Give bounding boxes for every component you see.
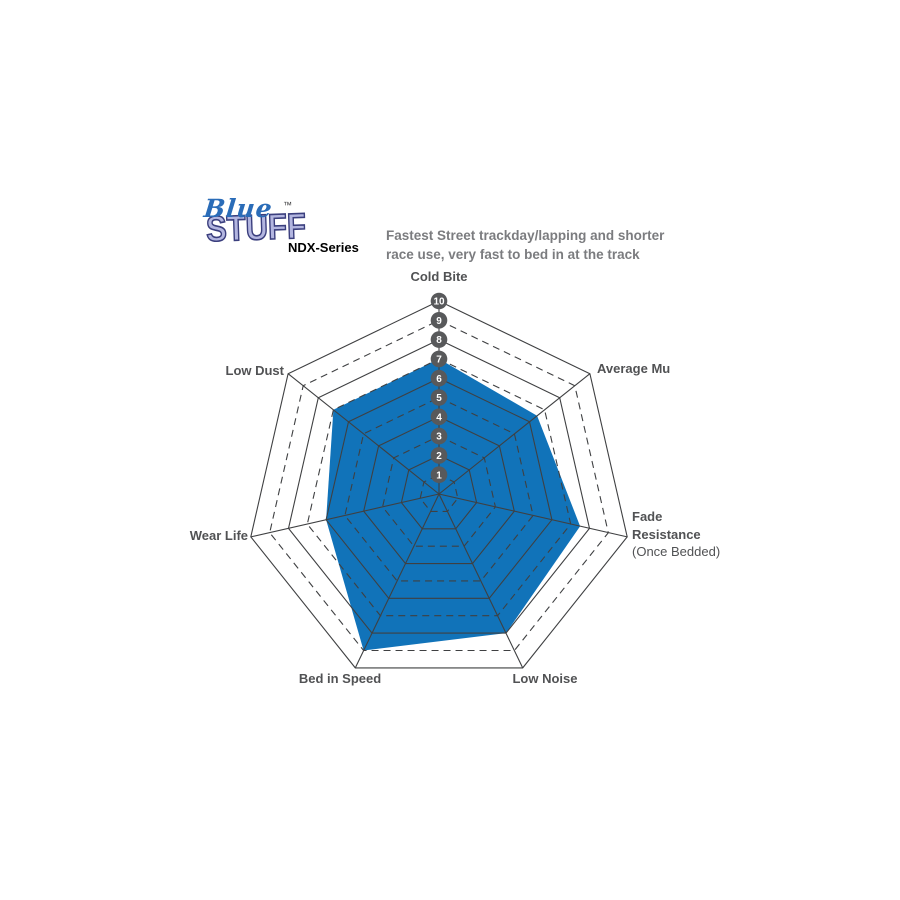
scale-badge-4	[430, 408, 448, 426]
axis-label-average-mu: Average Mu	[597, 361, 671, 376]
trademark-icon: ™	[283, 200, 292, 210]
grid-ring-6	[325, 377, 553, 599]
axis-label-low-noise: Low Noise	[512, 671, 578, 686]
axis-sublabel-once-bedded: (Once Bedded)	[632, 544, 721, 559]
description-line-1: Fastest Street trackday/lapping and shor…	[386, 228, 665, 243]
scale-badge-label-5: 5	[436, 393, 442, 404]
scale-badge-label-2: 2	[436, 451, 442, 462]
scale-badge-7	[430, 350, 448, 368]
scale-badge-6	[430, 369, 448, 387]
scale-badge-5	[430, 389, 448, 406]
grid-ring-3	[382, 435, 496, 547]
axis-label-cold-bite: Cold Bite	[410, 269, 468, 284]
scale-badge-label-3: 3	[436, 432, 442, 443]
axis-label-bed-in-speed: Bed in Speed	[298, 671, 382, 686]
axis-label-wear-life: Wear Life	[189, 528, 248, 543]
grid-ring-4	[363, 416, 515, 565]
scale-badge-1	[430, 466, 448, 484]
series-name: NDX-Series	[288, 240, 359, 255]
scale-badge-10	[430, 292, 448, 310]
grid-ring-8	[287, 338, 591, 634]
description-line-2: race use, very fast to bed in at the tra…	[386, 247, 640, 262]
axis-spoke-1	[438, 373, 591, 495]
logo-blue-word: Blue	[202, 194, 275, 223]
scale-badge-9	[430, 312, 448, 329]
scale-badge-8	[430, 331, 448, 348]
grid-ring-9	[269, 319, 609, 652]
grid-ring-10	[250, 300, 628, 669]
scale-badge-label-7: 7	[436, 355, 442, 366]
grid-ring-7	[306, 358, 572, 617]
grid-ring-1	[419, 474, 459, 512]
axis-spoke-3	[438, 493, 524, 669]
scale-badge-label-1: 1	[436, 470, 442, 481]
axis-label-fade-resistance: Fade Resistance	[632, 509, 701, 542]
grid-ring-2	[400, 454, 478, 530]
axis-label-low-dust: Low Dust	[225, 363, 285, 378]
axis-spoke-4	[354, 493, 440, 669]
axis-spoke-2	[438, 493, 628, 538]
scale-badge-label-4: 4	[436, 412, 442, 423]
scale-badge-3	[430, 427, 448, 445]
scale-badge-label-10: 10	[433, 297, 445, 308]
scale-badge-2	[430, 447, 448, 464]
scale-badge-label-6: 6	[436, 374, 442, 385]
axis-spoke-5	[250, 493, 440, 538]
axis-spoke-6	[287, 373, 440, 495]
scale-badge-label-8: 8	[436, 335, 442, 346]
grid-ring-5	[344, 396, 534, 582]
product-description: Fastest Street trackday/lapping and shor…	[386, 226, 664, 264]
scale-badge-label-9: 9	[436, 316, 442, 327]
